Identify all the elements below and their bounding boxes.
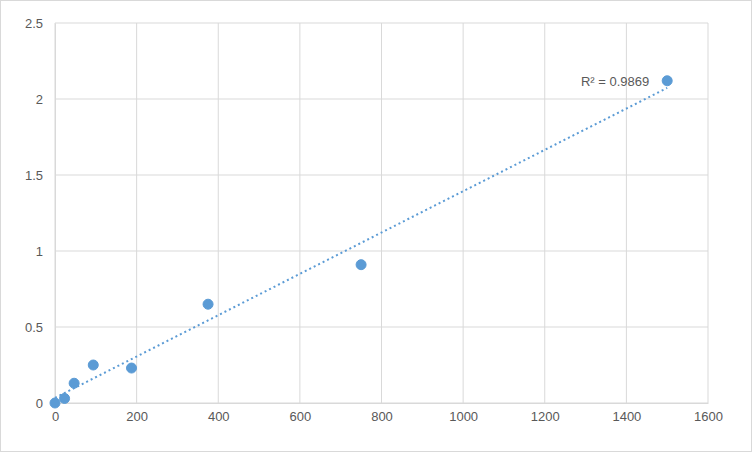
y-tick-label: 0: [36, 396, 43, 411]
x-tick: 400: [208, 403, 230, 424]
x-tick-label: 1000: [449, 409, 478, 424]
grid-line-x: [544, 23, 545, 403]
y-tick: 2.5: [25, 16, 55, 31]
chart: 0 200 400 600 800 1000 1200 1400 1600 0 0.5 1 1.5 2 2.…: [0, 0, 752, 452]
x-axis: 0 200 400 600 800 1000 1200 1400 1600: [52, 403, 723, 424]
marks: [50, 76, 672, 408]
y-tick-label: 0.5: [25, 320, 43, 335]
x-tick: 1000: [449, 403, 478, 424]
grid-line-x: [55, 23, 56, 403]
plot: 0 200 400 600 800 1000 1200 1400 1600 0 0.5 1 1.5 2 2.…: [25, 16, 723, 425]
scatter-point: [662, 76, 672, 86]
x-tick-label: 200: [126, 409, 148, 424]
scatter-point: [127, 363, 137, 373]
grid-line-x: [299, 23, 300, 403]
y-axis-line: [55, 24, 56, 404]
grid-line-x: [136, 23, 137, 403]
x-tick: 1200: [531, 403, 560, 424]
scatter-point: [203, 299, 213, 309]
y-tick: 1: [36, 244, 55, 259]
x-tick-label: 600: [290, 409, 312, 424]
scatter-point: [50, 398, 60, 408]
y-tick: 0.5: [25, 320, 55, 335]
grid: [55, 23, 708, 403]
x-tick-label: 400: [208, 409, 230, 424]
x-tick-label: 1400: [612, 409, 641, 424]
x-tick-label: 0: [52, 409, 59, 424]
y-tick-label: 1.5: [25, 168, 43, 183]
x-tick-label: 1200: [531, 409, 560, 424]
x-tick-label: 800: [371, 409, 393, 424]
scatter-point: [356, 260, 366, 270]
grid-line-x: [708, 23, 709, 403]
y-tick-label: 1: [36, 244, 43, 259]
grid-line-x: [218, 23, 219, 403]
y-tick-label: 2.5: [25, 16, 43, 31]
x-tick: 800: [371, 403, 393, 424]
y-axis: 0 0.5 1 1.5 2 2.5: [25, 16, 56, 411]
x-tick: 1600: [694, 403, 723, 424]
trend-line: [55, 88, 667, 398]
scatter-point: [88, 360, 98, 370]
y-tick-label: 2: [36, 92, 43, 107]
x-tick: 1400: [612, 403, 641, 424]
x-axis-line: [56, 403, 709, 404]
y-tick: 1.5: [25, 168, 55, 183]
annotation: R² = 0.9869: [581, 74, 649, 89]
x-tick: 600: [290, 403, 312, 424]
y-tick: 2: [36, 92, 55, 107]
chart-border: [1, 1, 752, 452]
x-tick-label: 1600: [694, 409, 723, 424]
x-tick: 200: [126, 403, 148, 424]
grid-line-x: [381, 23, 382, 403]
grid-line-x: [463, 23, 464, 403]
